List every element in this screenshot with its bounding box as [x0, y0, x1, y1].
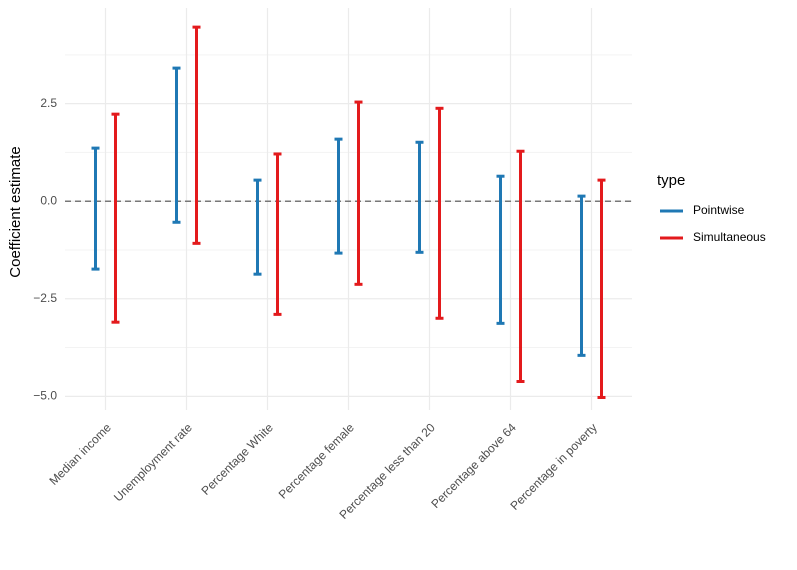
x-tick-label: Percentage above 64 — [428, 420, 519, 511]
y-tick-label: −5.0 — [33, 389, 57, 403]
error-bar — [172, 66, 181, 224]
error-bar — [597, 178, 606, 400]
error-bar — [516, 149, 525, 384]
error-bar — [334, 137, 343, 255]
error-bar — [496, 174, 505, 325]
x-tick-label: Median income — [46, 420, 114, 488]
x-tick-label: Percentage in poverty — [507, 420, 599, 512]
x-tick-label: Unemployment rate — [111, 420, 195, 504]
y-tick-label: 2.5 — [40, 96, 57, 110]
x-tick-label: Percentage female — [276, 420, 357, 501]
legend-title: type — [657, 172, 685, 189]
error-bar — [435, 106, 444, 320]
y-axis-title: Coefficient estimate — [7, 146, 24, 277]
grid — [65, 8, 632, 410]
error-bar — [192, 25, 201, 245]
y-tick-label: −2.5 — [33, 291, 57, 305]
legend-label: Pointwise — [693, 203, 745, 217]
x-tick-label: Percentage White — [199, 420, 277, 498]
error-bar — [111, 112, 120, 324]
error-bar — [253, 178, 262, 276]
error-bar — [91, 146, 100, 271]
error-bar — [273, 152, 282, 316]
error-bar — [415, 140, 424, 254]
error-bar — [354, 100, 363, 286]
legend-label: Simultaneous — [693, 230, 766, 244]
error-bar — [577, 194, 586, 357]
y-tick-label: 0.0 — [40, 193, 57, 207]
